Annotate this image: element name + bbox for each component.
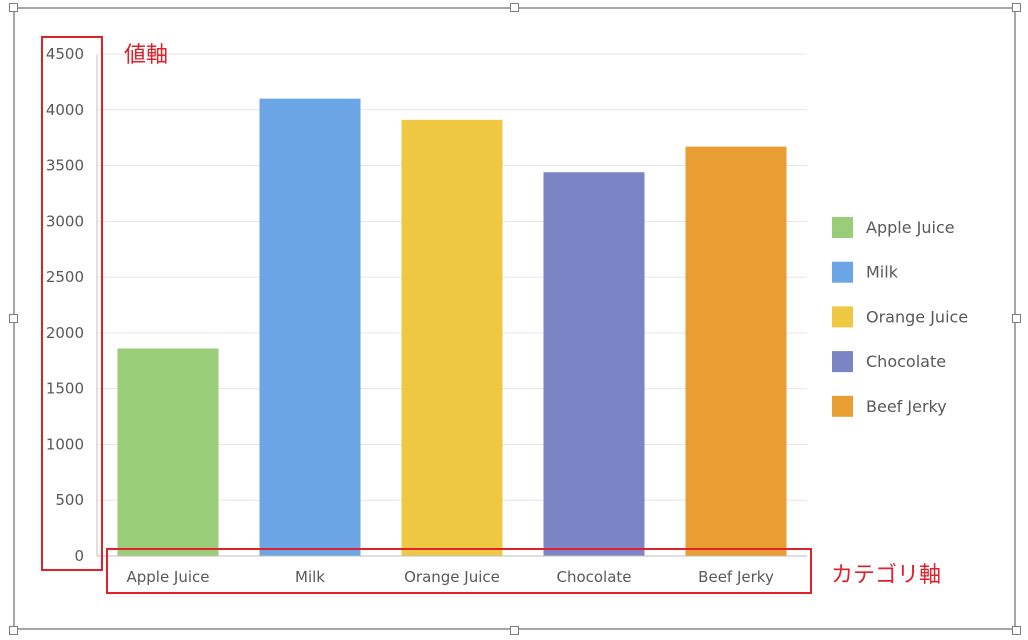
bar xyxy=(401,119,503,556)
value-axis-annotation: 値軸 xyxy=(124,43,168,68)
legend-label: Apple Juice xyxy=(866,218,955,237)
y-axis-ticks: 0 500 1000 1500 2000 2500 3000 3500 4000 4500 xyxy=(46,45,84,565)
y-tick-label: 1500 xyxy=(46,380,84,398)
y-tick-label: 0 xyxy=(74,547,84,565)
resize-handle-top[interactable] xyxy=(510,3,519,12)
bar xyxy=(543,172,645,556)
resize-handle-right[interactable] xyxy=(1012,314,1021,323)
x-tick-label: Beef Jerky xyxy=(698,568,774,586)
resize-handle-left[interactable] xyxy=(9,314,18,323)
y-tick-label: 3500 xyxy=(46,157,84,175)
x-tick-label: Chocolate xyxy=(556,568,631,586)
legend-swatch xyxy=(832,217,853,238)
legend[interactable]: Apple Juice Milk Orange Juice Chocolate Beef… xyxy=(832,217,968,417)
resize-handle-bottom-left[interactable] xyxy=(9,626,18,635)
bar xyxy=(685,146,787,556)
bars xyxy=(117,98,787,556)
y-tick-label: 2000 xyxy=(46,324,84,342)
resize-handle-top-right[interactable] xyxy=(1012,3,1021,12)
legend-swatch xyxy=(832,395,853,417)
legend-swatch xyxy=(832,351,853,373)
legend-label: Milk xyxy=(866,263,899,282)
y-tick-label: 4500 xyxy=(46,45,84,63)
legend-swatch xyxy=(832,306,853,328)
resize-handle-bottom[interactable] xyxy=(510,626,519,635)
bar xyxy=(259,98,361,556)
legend-label: Chocolate xyxy=(866,352,946,371)
x-tick-label: Milk xyxy=(295,568,325,586)
y-tick-label: 2500 xyxy=(46,268,84,286)
resize-handle-bottom-right[interactable] xyxy=(1012,626,1021,635)
y-tick-label: 500 xyxy=(55,491,84,509)
bar xyxy=(117,348,219,556)
legend-label: Beef Jerky xyxy=(866,397,947,416)
y-tick-label: 1000 xyxy=(46,435,84,453)
x-axis-ticks: Apple Juice Milk Orange Juice Chocolate Beef… xyxy=(126,568,773,586)
legend-swatch xyxy=(832,261,853,283)
value-axis-highlight-box xyxy=(41,36,103,571)
category-axis-highlight-box xyxy=(106,548,812,594)
y-tick-label: 3000 xyxy=(46,212,84,230)
x-tick-label: Apple Juice xyxy=(126,568,209,586)
category-axis-annotation: カテゴリ軸 xyxy=(831,563,941,588)
resize-handle-top-left[interactable] xyxy=(9,3,18,12)
x-tick-label: Orange Juice xyxy=(404,568,500,586)
y-tick-label: 4000 xyxy=(46,101,84,119)
legend-label: Orange Juice xyxy=(866,307,968,326)
